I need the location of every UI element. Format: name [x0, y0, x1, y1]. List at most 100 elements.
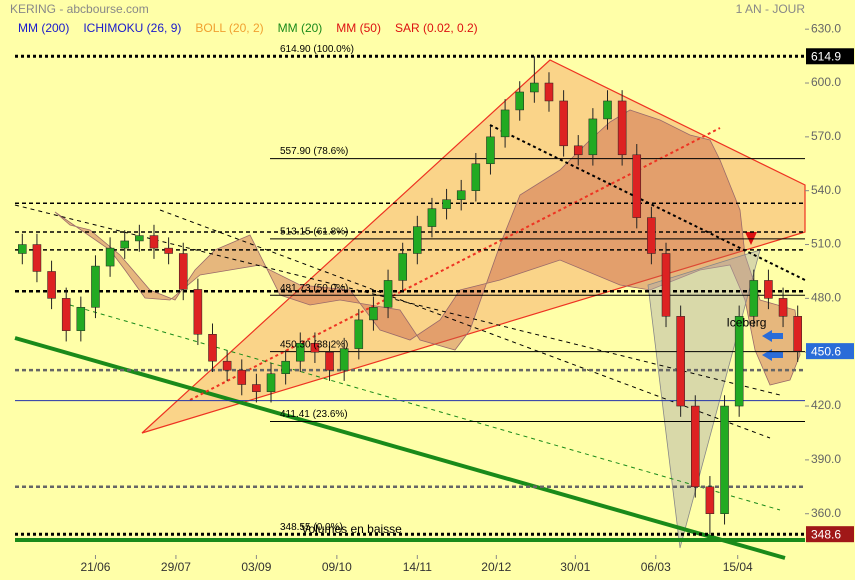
- candle-body: [383, 280, 393, 308]
- candle-body: [18, 244, 27, 254]
- levels: [15, 28, 809, 559]
- candle-body: [676, 316, 685, 407]
- fibonacci-label: 614.90 (100.0%): [280, 44, 354, 55]
- candle-body: [573, 145, 583, 156]
- candle-body: [749, 280, 759, 317]
- candle-body: [632, 154, 642, 218]
- price-badge: [806, 343, 854, 360]
- candles: [18, 56, 802, 535]
- candle-body: [471, 163, 481, 191]
- y-tick-label: 570.0: [811, 129, 841, 143]
- y-tick-label: 360.0: [811, 506, 841, 520]
- arrow-left: [762, 330, 772, 342]
- labels: KERING - abcbourse.com 1 AN - JOUR MM (2…: [10, 2, 854, 574]
- candle-body: [32, 244, 42, 272]
- fibonacci-label: 557.90 (78.6%): [280, 146, 348, 157]
- fibonacci-label: 450.30 (38.2%): [280, 339, 348, 350]
- channel-line: [69, 304, 781, 511]
- y-tick-label: 630.0: [811, 21, 841, 35]
- legend-entry: ICHIMOKU (26, 9): [83, 21, 181, 35]
- candle-body: [734, 316, 744, 407]
- candle-body: [135, 235, 144, 242]
- arrow-left: [771, 333, 783, 339]
- x-tick-label: 30/01: [560, 560, 590, 574]
- candle-body: [705, 486, 715, 514]
- annotation: Iceberg: [726, 316, 766, 330]
- candle-body: [486, 136, 495, 165]
- x-tick-label: 09/10: [322, 560, 352, 574]
- channel-line: [489, 124, 806, 281]
- price-badge: [806, 526, 854, 543]
- x-tick-label: 14/11: [403, 560, 432, 574]
- legend-entry: BOLL (20, 2): [195, 21, 263, 35]
- candle-body: [559, 100, 568, 147]
- candle-body: [61, 298, 71, 331]
- candle-body: [603, 100, 612, 120]
- candle-body: [369, 307, 378, 321]
- arrow-left: [771, 352, 783, 358]
- candle-body: [208, 334, 217, 362]
- annotation: Volumes en baisse: [301, 522, 402, 536]
- candle-body: [120, 240, 129, 249]
- candle-body: [427, 208, 437, 227]
- x-tick-label: 06/03: [641, 560, 671, 574]
- x-tick-label: 21/06: [80, 560, 110, 574]
- candle-body: [617, 100, 627, 156]
- x-tick-label: 29/07: [161, 560, 191, 574]
- candle-body: [691, 405, 700, 488]
- candle-body: [442, 199, 451, 209]
- legend-entry: MM (50): [336, 21, 381, 35]
- price-badge: [806, 48, 854, 65]
- candle-body: [764, 280, 773, 299]
- candle-body: [237, 369, 247, 385]
- candle-body: [325, 351, 334, 371]
- candle-body: [149, 235, 159, 249]
- candle-body: [164, 247, 173, 254]
- bollinger-cone: [647, 249, 761, 549]
- candle-body: [793, 316, 802, 352]
- y-tick-label: 510.0: [811, 237, 841, 251]
- candle-body: [544, 82, 554, 102]
- candle-body: [266, 373, 276, 392]
- candle-body: [193, 289, 203, 335]
- candle-body: [178, 253, 188, 290]
- x-tick-label: 03/09: [241, 560, 271, 574]
- fibonacci-label: 481.73 (50.0%): [280, 283, 348, 294]
- ichimoku-cloud: [54, 109, 801, 386]
- candle-body: [222, 360, 232, 371]
- price-badge-label: 614.9: [811, 49, 841, 63]
- candle-body: [413, 226, 422, 254]
- candle-body: [778, 298, 788, 317]
- candle-body: [515, 91, 524, 111]
- candle-body: [91, 265, 100, 308]
- y-tick-label: 540.0: [811, 183, 841, 197]
- fibonacci-label: 348.55 (0.0%): [280, 522, 343, 533]
- candle-body: [76, 307, 86, 331]
- candle-body: [47, 271, 56, 299]
- candle-body: [339, 348, 349, 371]
- candle-body: [105, 247, 115, 267]
- x-tick-label: 15/04: [723, 560, 753, 574]
- y-tick-label: 600.0: [811, 75, 841, 89]
- y-tick-label: 480.0: [811, 291, 841, 305]
- x-tick-label: 20/12: [481, 560, 511, 574]
- candle-body: [310, 342, 320, 353]
- fibonacci-label: 513.15 (61.8%): [280, 227, 348, 238]
- candle-body: [281, 360, 290, 374]
- candle-body: [252, 384, 261, 392]
- candle-body: [500, 109, 510, 138]
- candle-body: [588, 118, 598, 156]
- legend-entry: SAR (0.02, 0.2): [395, 21, 478, 35]
- price-badge-label: 450.6: [811, 344, 841, 358]
- candle-body: [296, 342, 305, 362]
- chart-title: KERING - abcbourse.com: [10, 2, 149, 16]
- candle-body: [398, 253, 407, 281]
- candle-body: [354, 319, 364, 349]
- candle-body: [647, 217, 656, 254]
- period: 1 AN - JOUR: [736, 2, 806, 16]
- legend-entry: MM (200): [18, 21, 69, 35]
- price-badge-label: 348.6: [811, 527, 841, 541]
- y-tick-label: 390.0: [811, 452, 841, 466]
